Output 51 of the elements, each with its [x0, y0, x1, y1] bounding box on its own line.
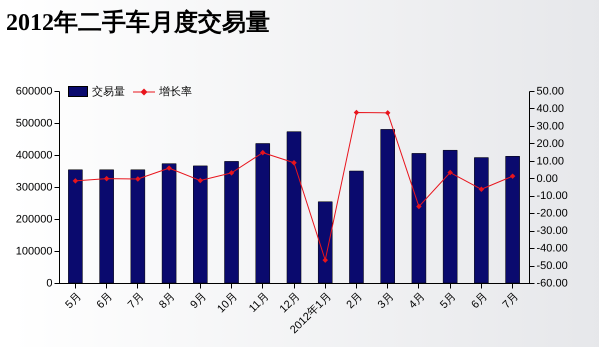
y2-tick-label: -60.00: [536, 278, 568, 290]
y2-tick-label: 40.00: [536, 102, 564, 115]
point: [104, 176, 110, 182]
y2-tick-label: -30.00: [536, 225, 568, 238]
y-tick-label: 400000: [16, 150, 52, 162]
y2-tick-label: -40.00: [536, 242, 568, 255]
x-tick-label: 3月: [376, 290, 396, 312]
point: [135, 176, 141, 182]
point: [228, 170, 234, 176]
y2-tick-label: 0.00: [536, 172, 558, 185]
y-tick-label: 200000: [16, 214, 52, 226]
legend-label: 交易量: [92, 84, 125, 99]
point: [291, 160, 297, 166]
y-tick-label: 600000: [16, 86, 52, 98]
x-tick-label: 9月: [188, 290, 209, 312]
y-tick-label: 300000: [16, 182, 52, 194]
x-tick-label: 10月: [215, 290, 240, 316]
point: [166, 165, 172, 171]
y2-tick-label: 10.00: [536, 155, 564, 168]
point: [198, 178, 204, 184]
y2-tick-label: 30.00: [536, 120, 564, 132]
legend-label: 增长率: [159, 84, 192, 99]
point: [447, 170, 453, 176]
y2-tick-label: -10.00: [536, 190, 568, 202]
x-tick-label: 8月: [156, 290, 178, 312]
y-tick-label: 0: [46, 278, 52, 290]
y-tick-label: 500000: [16, 118, 52, 130]
point: [384, 110, 390, 116]
x-tick-label: 6月: [469, 290, 490, 312]
x-tick-label: 4月: [406, 290, 428, 312]
x-tick-label: 12月: [278, 290, 302, 316]
point: [72, 178, 78, 184]
y-tick-label: 100000: [16, 246, 52, 258]
x-tick-label: 5月: [63, 290, 84, 312]
x-tick-label: 6月: [94, 290, 116, 312]
y2-tick-label: -20.00: [536, 208, 568, 220]
x-tick-label: 7月: [500, 290, 522, 312]
y2-tick-label: 20.00: [536, 138, 564, 150]
point: [260, 150, 266, 156]
point: [478, 186, 484, 192]
x-tick-label: 7月: [126, 290, 146, 312]
point: [510, 173, 516, 179]
x-tick-label: 11月: [246, 290, 272, 315]
point: [322, 257, 328, 263]
x-tick-label: 5月: [438, 290, 459, 312]
chart-title: 2012年二手车月度交易量: [6, 8, 270, 38]
y2-tick-label: 50.00: [536, 86, 564, 98]
x-tick-label: 2月: [344, 290, 365, 312]
point: [354, 110, 360, 116]
point: [416, 204, 422, 210]
y2-tick-label: -50.00: [536, 260, 568, 272]
